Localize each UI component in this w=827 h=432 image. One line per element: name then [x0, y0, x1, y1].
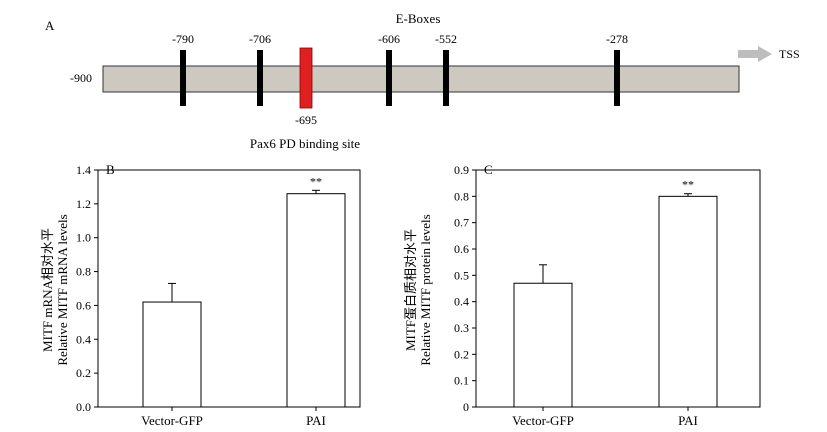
chart-c-category-label: Vector-GFP — [512, 413, 574, 428]
chart-b-ytick-label: 1.2 — [76, 197, 91, 211]
ebox-marker-706 — [257, 50, 263, 106]
ebox-label-278: -278 — [606, 32, 628, 46]
ebox-label-552: -552 — [435, 32, 457, 46]
chart-c-ytick-label: 0.3 — [454, 321, 469, 335]
chart-b-category-label: Vector-GFP — [141, 413, 203, 428]
chart-c-category-label: PAI — [678, 413, 698, 428]
chart-b-significance-marker: ** — [310, 174, 322, 188]
promoter-start-label: -900 — [70, 71, 92, 85]
chart-c-bar — [513, 282, 573, 408]
chart-c-ylabel-line2: Relative MITF protein levels — [418, 214, 433, 365]
ebox-label-790: -790 — [172, 32, 194, 46]
ebox-marker-790 — [180, 50, 186, 106]
chart-b-plot-frame — [97, 169, 361, 408]
chart-b-ytick-label: 0.4 — [76, 332, 91, 346]
chart-c-significance-marker: ** — [682, 178, 694, 192]
tss-arrow-icon — [738, 46, 772, 62]
chart-c-ytick-label: 0.4 — [454, 295, 469, 309]
chart-c-ytick-label: 0.9 — [454, 163, 469, 177]
ebox-marker-552 — [443, 50, 449, 106]
ebox-marker-278 — [614, 50, 620, 106]
pax6-site-label: -695 — [295, 113, 317, 127]
ebox-label-706: -706 — [249, 32, 271, 46]
chart-c-ytick-label: 0.1 — [454, 374, 469, 388]
chart-b-ytick-label: 1.4 — [76, 163, 91, 177]
chart-b-ytick-label: 0.2 — [76, 366, 91, 380]
chart-c-plot-frame — [475, 169, 761, 408]
chart-c-ylabel-line1: MITF蛋白质相对水平 — [403, 229, 418, 351]
chart-b-bar — [142, 301, 202, 408]
chart-c-ytick-label: 0.5 — [454, 268, 469, 282]
chart-b-ytick-label: 0.6 — [76, 298, 91, 312]
panel-a-letter: A — [45, 18, 55, 33]
chart-b-ylabel-line2: Relative MITF mRNA levels — [55, 214, 70, 365]
chart-b-ytick-label: 0.8 — [76, 265, 91, 279]
pax6-site-marker — [299, 47, 313, 109]
promoter-bar — [102, 65, 740, 93]
chart-c-ytick-label: 0.7 — [454, 216, 469, 230]
chart-b: B MITF mRNA相对水平 Relative MITF mRNA level… — [40, 162, 361, 428]
chart-b-ytick-label: 0.0 — [76, 400, 91, 414]
chart-b-ylabel-line1: MITF mRNA相对水平 — [40, 228, 55, 352]
chart-c-bar — [658, 195, 718, 408]
chart-c-ytick-label: 0.6 — [454, 242, 469, 256]
chart-c-ytick-label: 0.8 — [454, 189, 469, 203]
chart-b-category-label: PAI — [306, 413, 326, 428]
chart-c: C MITF蛋白质相对水平 Relative MITF protein leve… — [403, 162, 761, 428]
chart-c-ytick-label: 0.2 — [454, 347, 469, 361]
panel-a: A E-Boxes -900 TSS -790 -706 -606 -552 -… — [45, 11, 800, 151]
pax6-caption: Pax6 PD binding site — [250, 136, 360, 151]
ebox-marker-606 — [386, 50, 392, 106]
chart-b-ytick-label: 1.0 — [76, 231, 91, 245]
ebox-label-606: -606 — [378, 32, 400, 46]
e-boxes-heading: E-Boxes — [396, 11, 441, 26]
chart-c-ytick-label: 0 — [463, 400, 469, 414]
tss-label: TSS — [779, 47, 800, 61]
chart-b-bar — [286, 193, 346, 408]
